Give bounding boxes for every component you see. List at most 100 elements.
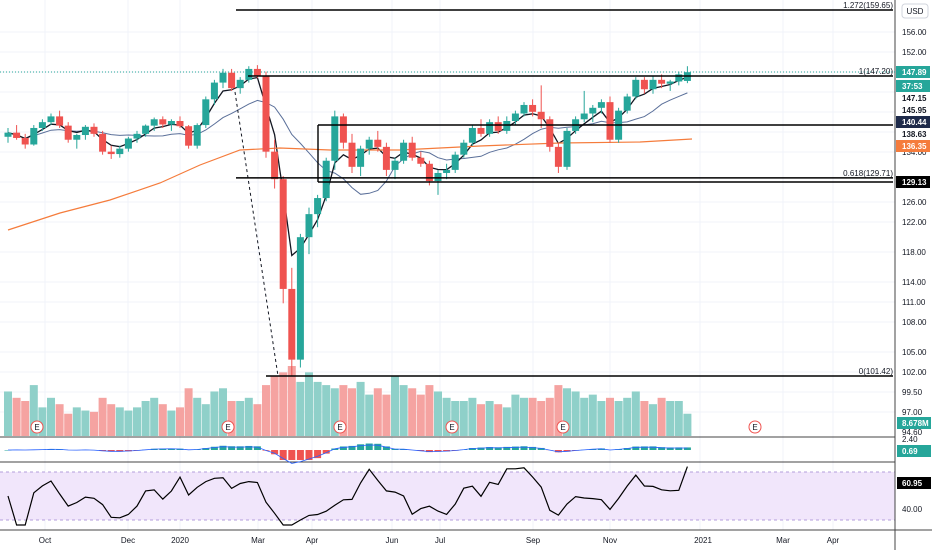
candle-body [597,102,605,108]
volume-bar [150,397,159,436]
candle-body [210,82,218,100]
volume-bar [545,397,554,436]
volume-bar [55,404,64,436]
macd-axis-label: 0.69 [902,447,918,456]
currency-label: USD [907,7,924,16]
volume-bar [382,394,391,436]
price-tick-label: 102.00 [902,368,927,377]
macd-histogram-bar [511,446,519,450]
volume-bar [262,385,270,436]
volume-bar [21,401,30,436]
volume-bar [649,404,657,436]
macd-histogram-bar [279,450,287,460]
candle-body [202,99,210,126]
candle-body [124,138,132,149]
volume-bar [201,404,210,436]
candle-body [391,160,399,170]
volume-bar [348,388,356,436]
macd-histogram-bar [675,447,683,450]
volume-bar [623,397,632,436]
volume-bar [494,404,503,436]
candle-body [90,126,98,134]
candle-body [537,111,545,120]
macd-histogram-bar [468,448,476,450]
macd-histogram-bar [554,450,562,453]
candle-body [640,79,648,90]
volume-bar [270,375,279,436]
volume-bar [442,397,451,436]
volume-bar [666,401,675,436]
macd-histogram-bar [425,450,433,453]
volume-bar [339,385,348,436]
price-tag-bg [896,116,930,128]
volume-bar [554,385,563,436]
candle-body [296,237,304,360]
rsi-axis-label: 40.00 [902,505,923,514]
volume-bar [219,388,227,436]
candle-body [451,154,459,170]
candle-body [219,72,227,83]
volume-bar [141,401,150,436]
volume-bar [12,397,21,436]
volume-bar [322,385,331,436]
price-tag-bg [896,66,930,78]
volume-bar [373,388,382,436]
fib-levels: 1.272(159.65) 1(147.20) 0.618(129.71) 0(101… [236,1,893,377]
candle-body [253,68,261,76]
candle-body [417,157,425,164]
macd-histogram-bar [4,450,12,451]
price-tags: 147.89 37:53 147.15 145.95 140.44 138.63 136.3… [896,66,930,188]
volume-bar [451,401,460,436]
volume-bar [597,401,606,436]
macd-axis-label: 2.40 [902,435,918,444]
macd-histogram-bar [107,450,115,452]
macd-histogram-bar [219,445,227,450]
candle-body [64,125,72,140]
candle-body [425,163,433,182]
macd-histogram-bar [245,445,253,450]
candle-body [503,121,511,131]
macd-histogram-bar [477,447,485,450]
time-tick-label: Sep [526,536,541,545]
macd-pane: 2.40 0.69 [4,434,931,464]
candle-body [529,104,537,112]
currency-button[interactable]: USD [901,3,929,19]
candle-body [486,122,494,134]
volume-bar [4,391,12,436]
volume-bar [227,401,236,436]
volume-bar [176,407,184,436]
candle-body [30,127,38,145]
candle-body [236,79,244,89]
candle-body [314,198,322,215]
volume-bar [193,397,202,436]
macd-histogram-bar [503,446,511,450]
candle-body [666,81,674,84]
rsi-tag-bg [897,477,931,489]
candle-body [675,74,683,82]
candle-body [21,137,29,145]
macd-histogram-bar [632,446,640,450]
price-tick-label: 99.50 [902,388,923,397]
candle-body [116,148,124,155]
price-tag-bg [896,128,930,140]
candle-body [468,127,476,143]
macd-histogram-bar [305,450,313,460]
price-tick-label: 134.00 [902,148,927,157]
macd-histogram-bar [228,446,236,450]
volume-bar [107,404,116,436]
candle-body [580,113,588,120]
volume-bar [305,372,313,436]
volume-bar [520,397,528,436]
price-tick-label: 122.00 [902,218,927,227]
earnings-marker [30,420,44,434]
candle-body [159,119,167,125]
volume-bar [563,388,571,436]
volume-bar [90,411,98,436]
macd-histogram-bar [640,446,648,450]
price-tag-label: 147.89 [902,68,927,77]
macd-histogram-bar [529,446,537,450]
candle-body [365,139,373,149]
price-tag-bg [896,92,930,104]
rsi-value-label: 60.95 [902,479,923,488]
